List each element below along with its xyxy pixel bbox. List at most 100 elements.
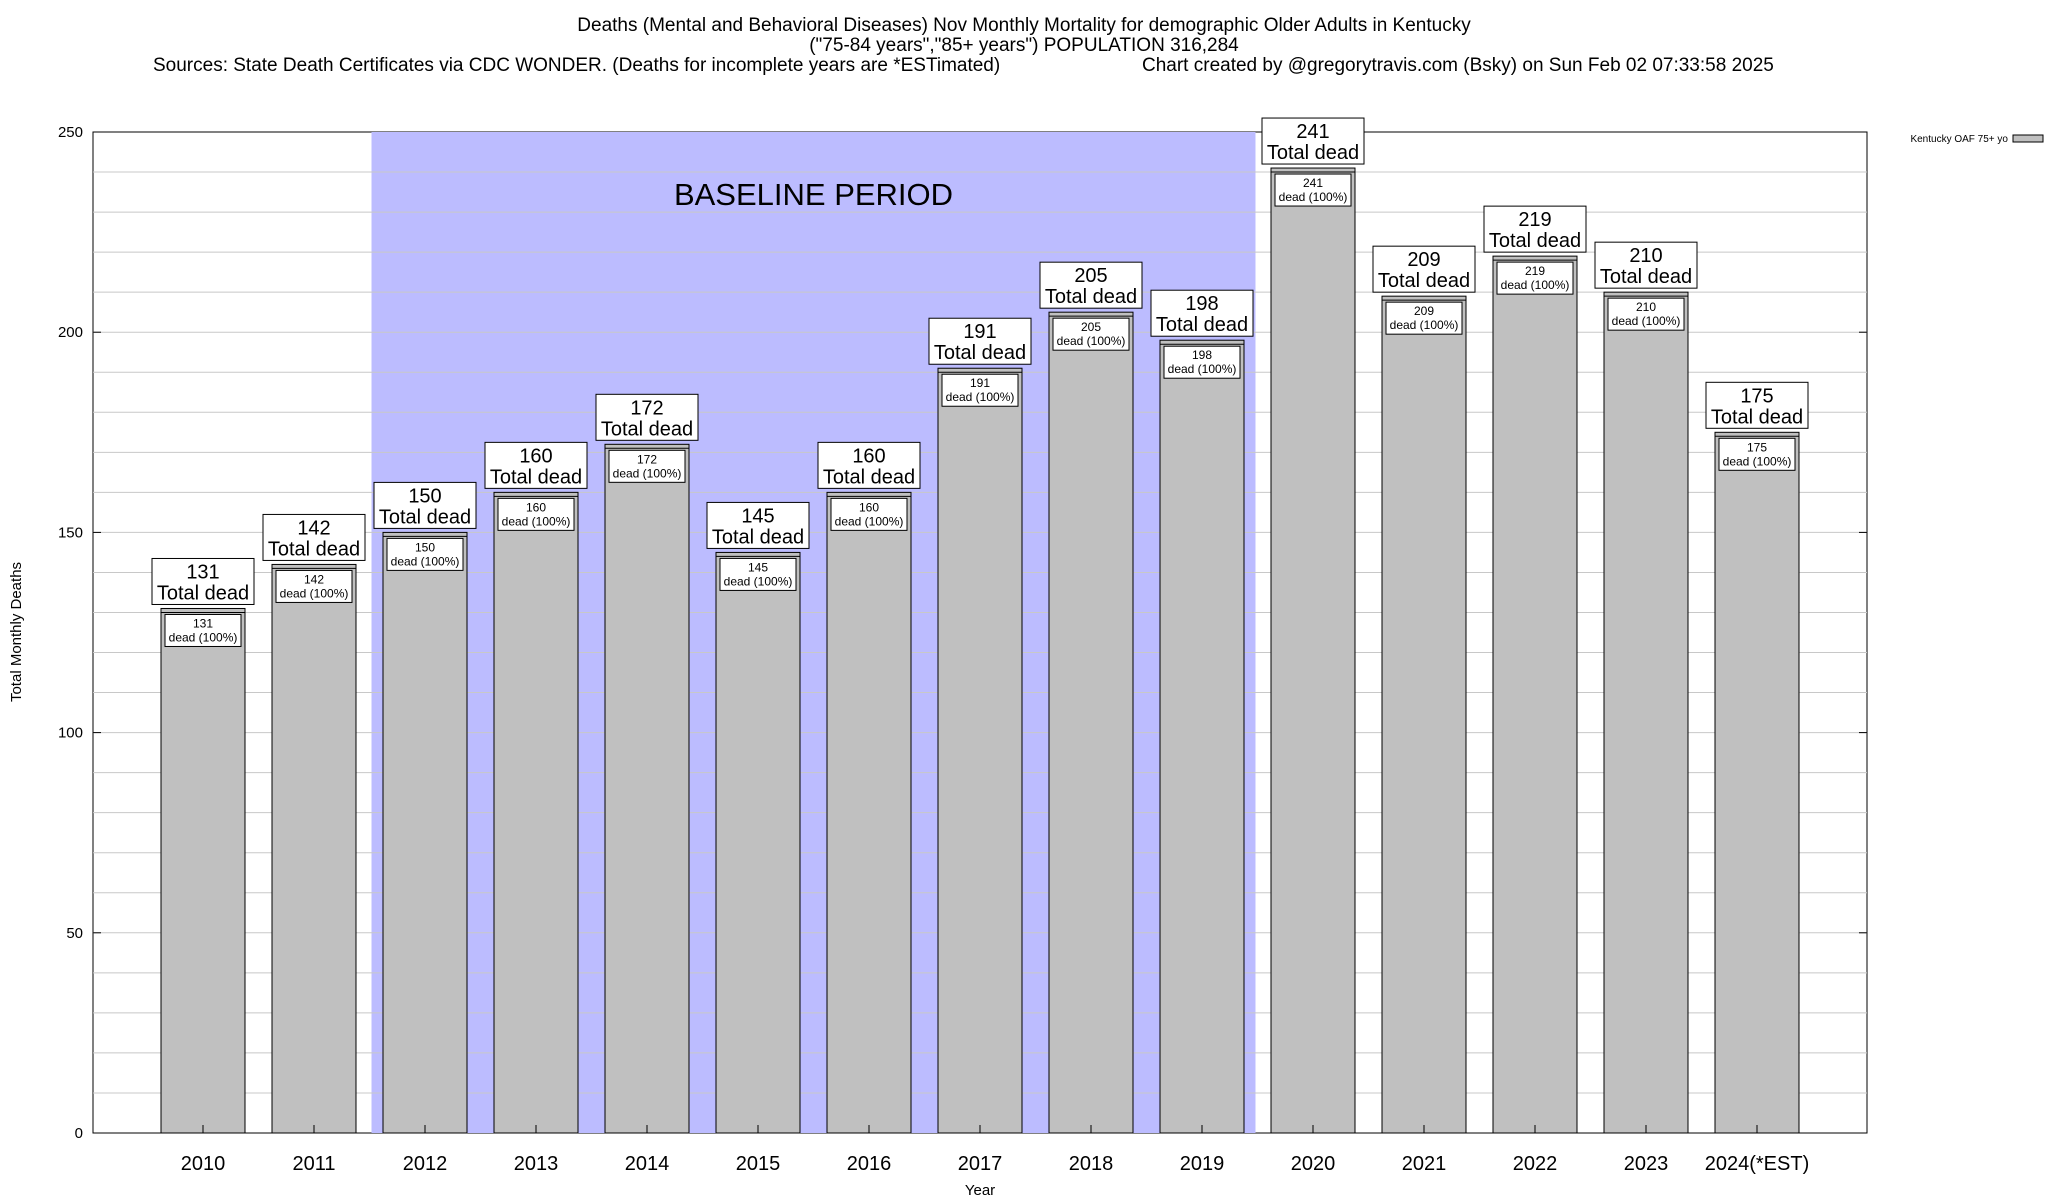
total-value-label: 160 [852, 445, 885, 467]
total-value-label: 219 [1518, 209, 1551, 231]
total-label-box [1150, 289, 1254, 337]
inner-value-label: 150 [415, 540, 435, 554]
y-tick-label: 150 [58, 524, 83, 541]
inner-value-label: 131 [193, 616, 213, 630]
inner-label-box [719, 557, 797, 591]
inner-percent-label: dead (100%) [169, 630, 238, 644]
total-dead-label: Total dead [823, 466, 915, 488]
inner-percent-label: dead (100%) [502, 514, 571, 528]
inner-value-label: 198 [1192, 348, 1212, 362]
bar [1603, 291, 1689, 1134]
total-dead-label: Total dead [157, 582, 249, 604]
inner-value-label: 160 [859, 500, 879, 514]
inner-percent-label: dead (100%) [1612, 314, 1681, 328]
total-label-box [595, 393, 699, 441]
inner-label-box [275, 569, 353, 603]
total-label-box [1594, 241, 1698, 289]
bar [604, 443, 690, 1134]
legend-series-label: Kentucky OAF 75+ yo [1910, 134, 2008, 145]
total-label-box [484, 441, 588, 489]
inner-label-box [1163, 345, 1241, 379]
x-tick-label: 2018 [1069, 1153, 1114, 1175]
inner-percent-label: dead (100%) [1723, 454, 1792, 468]
total-dead-label: Total dead [1711, 406, 1803, 428]
total-label-box [373, 481, 477, 529]
chart-title-line-1: Deaths (Mental and Behavioral Diseases) … [577, 15, 1471, 36]
total-dead-label: Total dead [1156, 314, 1248, 336]
y-axis-label: Total Monthly Deaths [8, 562, 25, 702]
total-value-label: 131 [186, 561, 219, 583]
total-value-label: 142 [297, 517, 330, 539]
inner-percent-label: dead (100%) [280, 586, 349, 600]
inner-label-box [1052, 317, 1130, 351]
inner-label-box [1274, 173, 1352, 207]
total-label-box [706, 501, 810, 549]
total-label-box [1261, 117, 1365, 165]
x-axis-label: Year [965, 1182, 995, 1199]
inner-label-box [1607, 297, 1685, 331]
x-tick-label: 2022 [1513, 1153, 1558, 1175]
inner-value-label: 209 [1414, 304, 1434, 318]
x-tick-label: 2024(*EST) [1705, 1153, 1810, 1175]
inner-percent-label: dead (100%) [391, 554, 460, 568]
inner-label-box [1496, 261, 1574, 295]
x-tick-label: 2014 [625, 1153, 670, 1175]
chart-sources: Sources: State Death Certificates via CD… [153, 55, 1000, 76]
total-value-label: 241 [1296, 121, 1329, 143]
bar [1270, 167, 1356, 1134]
total-label-box [928, 317, 1032, 365]
inner-value-label: 145 [748, 560, 768, 574]
total-dead-label: Total dead [934, 342, 1026, 364]
inner-label-box [497, 497, 575, 531]
total-dead-label: Total dead [490, 466, 582, 488]
total-value-label: 210 [1629, 245, 1662, 267]
x-tick-label: 2020 [1291, 1153, 1336, 1175]
y-tick-label: 200 [58, 324, 83, 341]
inner-percent-label: dead (100%) [724, 574, 793, 588]
bar [1492, 255, 1578, 1134]
bar [1048, 311, 1134, 1134]
total-value-label: 191 [963, 321, 996, 343]
total-label-box [151, 557, 255, 605]
inner-percent-label: dead (100%) [613, 466, 682, 480]
total-label-box [262, 513, 366, 561]
inner-percent-label: dead (100%) [835, 514, 904, 528]
total-value-label: 150 [408, 485, 441, 507]
total-label-box [817, 441, 921, 489]
bar [1381, 295, 1467, 1134]
bar [826, 491, 912, 1134]
inner-value-label: 142 [304, 572, 324, 586]
inner-label-box [1718, 437, 1796, 471]
inner-value-label: 219 [1525, 264, 1545, 278]
inner-label-box [386, 537, 464, 571]
total-dead-label: Total dead [268, 538, 360, 560]
inner-percent-label: dead (100%) [1501, 278, 1570, 292]
inner-percent-label: dead (100%) [1390, 318, 1459, 332]
bar [271, 563, 357, 1134]
x-tick-label: 2021 [1402, 1153, 1447, 1175]
inner-value-label: 210 [1636, 300, 1656, 314]
bar [160, 607, 246, 1134]
total-dead-label: Total dead [601, 418, 693, 440]
total-dead-label: Total dead [379, 506, 471, 528]
total-value-label: 175 [1740, 385, 1773, 407]
total-label-box [1372, 245, 1476, 293]
bar [493, 491, 579, 1134]
inner-value-label: 241 [1303, 176, 1323, 190]
total-value-label: 209 [1407, 249, 1440, 271]
chart-title-line-2: ("75-84 years","85+ years") POPULATION 3… [809, 35, 1239, 56]
inner-percent-label: dead (100%) [946, 390, 1015, 404]
x-tick-label: 2010 [181, 1153, 226, 1175]
total-value-label: 198 [1185, 293, 1218, 315]
total-label-box [1705, 381, 1809, 429]
y-tick-label: 0 [75, 1125, 83, 1142]
x-tick-label: 2015 [736, 1153, 781, 1175]
bar [1159, 339, 1245, 1134]
inner-label-box [941, 373, 1019, 407]
total-value-label: 160 [519, 445, 552, 467]
bar [715, 551, 801, 1134]
total-label-box [1039, 261, 1143, 309]
total-dead-label: Total dead [1378, 270, 1470, 292]
x-tick-label: 2023 [1624, 1153, 1669, 1175]
